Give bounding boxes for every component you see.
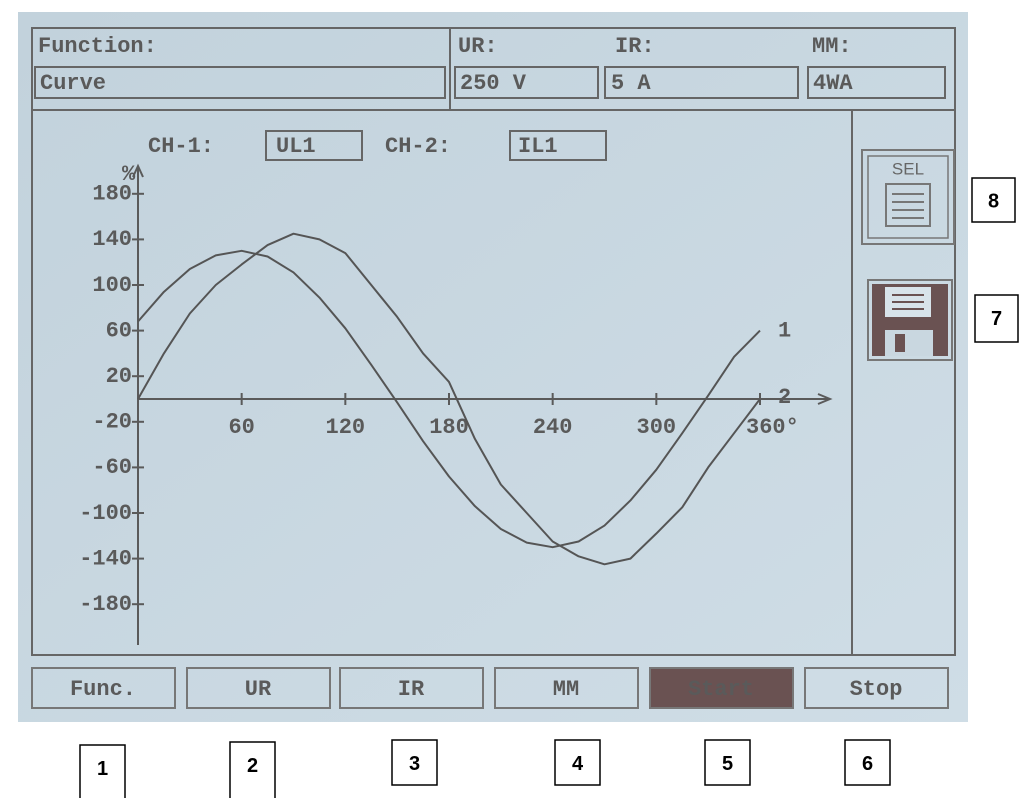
y-tick-label: 60 [106,318,132,343]
button-label[interactable]: Func. [70,677,136,702]
button-label[interactable]: Start [688,677,754,702]
series-label: 1 [778,318,791,343]
x-tick-label: 240 [533,415,573,440]
callout-number: 8 [988,190,999,212]
series-label: 2 [778,385,791,410]
screenshot: Function: Curve UR: 250 V IR: 5 A MM: 4W… [0,0,1032,798]
x-tick-label: 60 [228,415,254,440]
ch1-value: UL1 [276,134,316,159]
mm-label: MM: [812,34,852,59]
mm-value: 4WA [813,71,853,96]
x-tick-label: 120 [326,415,366,440]
callout-number: 2 [247,755,258,777]
y-tick-label: -180 [79,592,132,617]
ur-label: UR: [458,34,498,59]
y-tick-label: -100 [79,501,132,526]
lcd-screen [18,12,968,722]
y-tick-label: 20 [106,364,132,389]
ch2-value: IL1 [518,134,558,159]
button-label[interactable]: IR [398,677,425,702]
y-tick-label: -20 [92,410,132,435]
ch2-label: CH-2: [385,134,451,159]
x-tick-label: 300 [637,415,677,440]
x-tick-label: 360° [746,415,799,440]
callout-number: 5 [722,753,733,775]
ir-value: 5 A [611,71,651,96]
callout-number: 7 [991,308,1002,330]
y-tick-label: 140 [92,227,132,252]
callout-number: 1 [97,758,108,780]
y-tick-label: 100 [92,273,132,298]
ch1-label: CH-1: [148,134,214,159]
save-button[interactable] [868,280,952,360]
y-tick-label: -140 [79,546,132,571]
button-label[interactable]: Stop [850,677,903,702]
function-label: Function: [38,34,157,59]
callout-number: 6 [862,753,873,775]
y-tick-label: 180 [92,182,132,207]
callout-number: 3 [409,753,420,775]
button-label[interactable]: UR [245,677,272,702]
ir-label: IR: [615,34,655,59]
y-tick-label: -60 [92,455,132,480]
callout-number: 4 [572,753,584,775]
function-value: Curve [40,71,106,96]
ur-value: 250 V [460,71,527,96]
button-label[interactable]: MM [553,677,579,702]
x-tick-label: 180 [429,415,469,440]
select-label: SEL [892,159,924,178]
